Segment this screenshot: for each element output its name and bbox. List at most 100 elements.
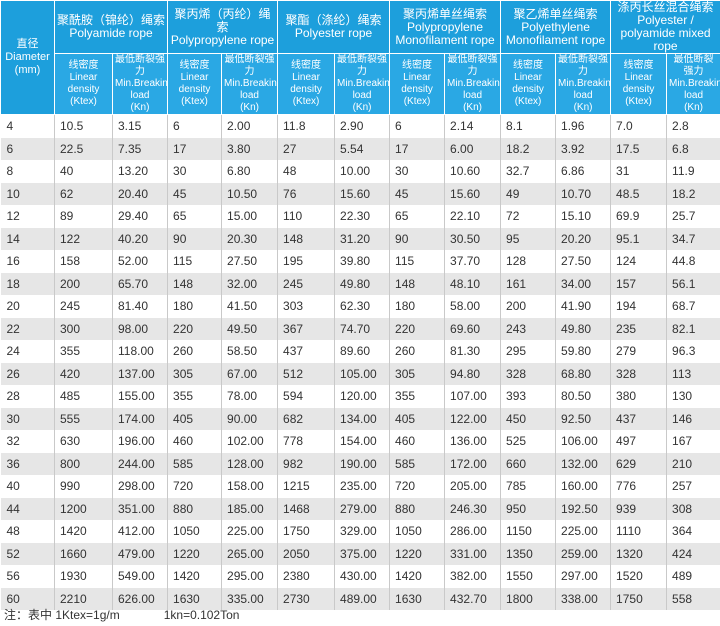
value-cell: 5.54 <box>334 137 391 160</box>
value-cell: 180 <box>389 295 446 318</box>
value-cell: 30.50 <box>444 227 502 250</box>
sub-header-text: 最低断裂强力 <box>673 54 714 78</box>
value-cell: 1750 <box>277 520 336 543</box>
value-cell: 167 <box>666 430 720 453</box>
value-cell: 158 <box>54 250 113 273</box>
group-name-en: Polypropylene rope <box>170 32 275 47</box>
value-cell: 2.14 <box>444 114 502 138</box>
value-cell: 58.00 <box>444 295 502 318</box>
footnote-text: 注：表中 1Ktex=1g/m <box>4 608 120 622</box>
value-cell: 58.50 <box>221 340 279 363</box>
table-row: 16 158 52.00 115 27.50 195 39.80 115 37.70 128 27.… <box>0 250 720 273</box>
value-cell: 136.00 <box>444 430 502 453</box>
value-cell: 31.20 <box>334 227 391 250</box>
value-cell: 265.00 <box>221 542 279 565</box>
sub-header-text: 最低断裂强力 <box>558 54 609 78</box>
value-cell: 243 <box>500 317 557 340</box>
value-cell: 225.00 <box>555 520 612 543</box>
value-cell: 375.00 <box>334 542 391 565</box>
diameter-cell: 40 <box>0 475 55 498</box>
value-cell: 355 <box>167 385 223 408</box>
value-cell: 146 <box>666 407 720 430</box>
value-cell: 6.8 <box>666 137 720 160</box>
value-cell: 65 <box>167 205 223 228</box>
diameter-cell: 32 <box>0 430 55 453</box>
diameter-cell: 48 <box>0 520 55 543</box>
sub-header-text: 最低断裂强力 <box>115 54 165 78</box>
value-cell: 3.80 <box>221 137 279 160</box>
value-cell: 1110 <box>610 520 668 543</box>
sub-header-text: Linear density <box>178 72 211 95</box>
value-cell: 437 <box>277 340 336 363</box>
value-cell: 15.60 <box>444 182 502 205</box>
value-cell: 720 <box>389 475 446 498</box>
value-cell: 194 <box>610 295 668 318</box>
group-header: 聚乙烯单丝绳索 Polyethylene Monofilament rope <box>500 0 612 54</box>
value-cell: 62 <box>54 182 113 205</box>
sub-header-text: (Kn) <box>352 102 372 113</box>
value-cell: 1550 <box>500 565 557 588</box>
value-cell: 102.00 <box>221 430 279 453</box>
value-cell: 260 <box>389 340 446 363</box>
header-text: (mm) <box>14 64 41 76</box>
value-cell: 115 <box>389 250 446 273</box>
value-cell: 15.10 <box>555 205 612 228</box>
value-cell: 1420 <box>54 520 113 543</box>
value-cell: 196.00 <box>112 430 169 453</box>
value-cell: 130 <box>666 385 720 408</box>
sub-header-text: (Kn) <box>684 102 703 113</box>
value-cell: 18.2 <box>666 182 720 205</box>
value-cell: 1220 <box>389 542 446 565</box>
group-name-en: Polypropylene Monofilament rope <box>395 19 495 47</box>
value-cell: 298.00 <box>112 475 169 498</box>
sub-header-text: (Ktex) <box>514 96 542 107</box>
sub-header-text: Min.Breaking load <box>558 78 611 101</box>
value-cell: 585 <box>389 452 446 475</box>
value-cell: 2050 <box>277 542 336 565</box>
sub-header-text: Min.Breaking load <box>337 78 390 101</box>
group-header: 聚酰胺（锦纶）绳索 Polyamide rope <box>53 0 169 54</box>
value-cell: 244.00 <box>112 452 169 475</box>
sub-header-text: (Kn) <box>130 102 150 113</box>
value-cell: 27 <box>277 137 336 160</box>
value-cell: 15.00 <box>221 205 279 228</box>
diameter-cell: 10 <box>0 182 55 205</box>
value-cell: 205.00 <box>444 475 502 498</box>
value-cell: 44.8 <box>666 250 720 273</box>
table-row: 60 2210 626.00 1630 335.00 2730 489.00 1630 432.… <box>0 587 720 610</box>
table-row: 6 22.5 7.35 17 3.80 27 5.54 17 6.00 18.2 3.92 17.5 6… <box>0 137 720 160</box>
group-name-zh: 聚丙烯（丙纶）绳索 <box>174 6 271 34</box>
value-cell: 48.10 <box>444 272 502 295</box>
group-name-en: Polyester / polyamide mixed rope <box>620 13 711 53</box>
table-row: 22 300 98.00 220 49.50 367 74.70 220 69.60 243 49.… <box>0 317 720 340</box>
value-cell: 158.00 <box>221 475 279 498</box>
value-cell: 10.70 <box>555 182 612 205</box>
footnote: 注：表中 1Ktex=1g/m 1kn=0.102Ton <box>4 606 283 623</box>
value-cell: 1150 <box>500 520 557 543</box>
value-cell: 393 <box>500 385 557 408</box>
value-cell: 48.5 <box>610 182 668 205</box>
value-cell: 235 <box>610 317 668 340</box>
sub-header-text: Linear density <box>622 72 655 95</box>
value-cell: 364 <box>666 520 720 543</box>
value-cell: 1.96 <box>555 114 612 138</box>
value-cell: 367 <box>277 317 336 340</box>
sub-header-text: 线密度 <box>291 60 322 71</box>
value-cell: 682 <box>277 407 336 430</box>
value-cell: 122 <box>54 227 113 250</box>
table-row: 44 1200 351.00 880 185.00 1468 279.00 880 246.30… <box>0 497 720 520</box>
value-cell: 27.50 <box>221 250 279 273</box>
value-cell: 17 <box>389 137 446 160</box>
value-cell: 982 <box>277 452 336 475</box>
value-cell: 17 <box>167 137 223 160</box>
value-cell: 154.00 <box>334 430 391 453</box>
diameter-cell: 30 <box>0 407 55 430</box>
value-cell: 137.00 <box>112 362 169 385</box>
value-cell: 1350 <box>500 542 557 565</box>
value-cell: 67.00 <box>221 362 279 385</box>
value-cell: 113 <box>666 362 720 385</box>
value-cell: 1420 <box>389 565 446 588</box>
